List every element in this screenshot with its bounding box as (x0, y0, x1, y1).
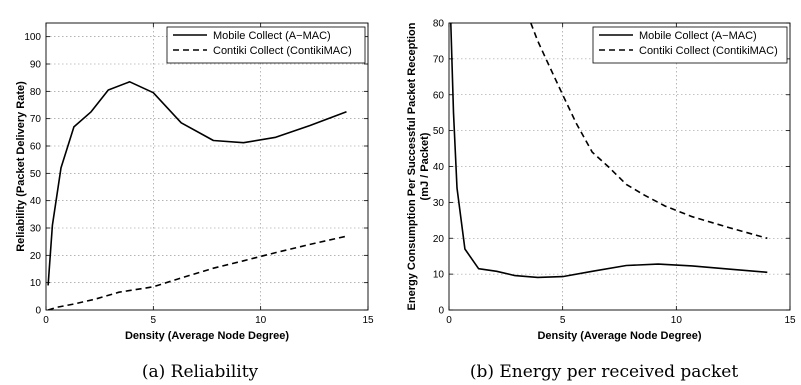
x-tick-label: 15 (362, 315, 374, 326)
y-tick-label: 70 (433, 54, 445, 65)
y-tick-label: 90 (30, 60, 42, 71)
y-tick-label: 70 (30, 114, 42, 125)
y-axis-label: Reliability (Packet Delivery Rate) (15, 81, 27, 252)
y-tick-label: 60 (433, 90, 445, 101)
reliability-chart: 0 5 10 15 0 10 20 30 40 50 60 70 80 90 100 Density (Ave… (15, 23, 374, 342)
x-tick-label: 0 (43, 315, 49, 326)
plot-frame (46, 23, 368, 310)
y-tick-label: 30 (30, 224, 42, 235)
x-tick-label: 10 (671, 315, 683, 326)
legend-label: Contiki Collect (ContikiMAC) (639, 45, 778, 57)
y-axis-label: Energy Consumption Per Successful Packet… (406, 22, 418, 310)
series-line-contiki-collect (48, 236, 346, 310)
y-tick-label: 50 (433, 126, 445, 137)
y-tick-label: 50 (30, 169, 42, 180)
x-tick-label: 5 (151, 315, 157, 326)
x-tick-label: 10 (255, 315, 267, 326)
y-tick-label: 80 (30, 87, 42, 98)
y-axis-label: (mJ / Packet) (419, 132, 431, 200)
y-tick-label: 40 (30, 196, 42, 207)
caption-reliability: (a) Reliability (142, 362, 259, 382)
y-tick-label: 10 (30, 278, 42, 289)
x-axis-label: Density (Average Node Degree) (537, 330, 701, 342)
y-tick-label: 0 (438, 306, 444, 317)
y-tick-label: 100 (24, 32, 41, 43)
legend-label: Mobile Collect (A−MAC) (213, 30, 331, 42)
y-tick-label: 60 (30, 142, 42, 153)
legend-label: Mobile Collect (A−MAC) (639, 30, 757, 42)
caption-energy: (b) Energy per received packet (470, 362, 739, 382)
x-axis-label: Density (Average Node Degree) (125, 330, 289, 342)
x-tick-label: 15 (784, 315, 796, 326)
y-tick-label: 20 (30, 251, 42, 262)
energy-chart: 0 5 10 15 0 10 20 30 40 50 60 70 80 Density (Average … (406, 19, 796, 343)
y-tick-label: 20 (433, 234, 445, 245)
y-tick-label: 80 (433, 19, 445, 30)
y-tick-label: 40 (433, 162, 445, 173)
series-group (48, 82, 346, 310)
y-tick-label: 30 (433, 198, 445, 209)
legend-label: Contiki Collect (ContikiMAC) (213, 45, 352, 57)
y-tick-label: 10 (433, 270, 445, 281)
x-tick-label: 0 (446, 315, 452, 326)
y-tick-label: 0 (35, 306, 41, 317)
x-tick-label: 5 (560, 315, 566, 326)
series-line-mobile-collect (48, 82, 346, 286)
